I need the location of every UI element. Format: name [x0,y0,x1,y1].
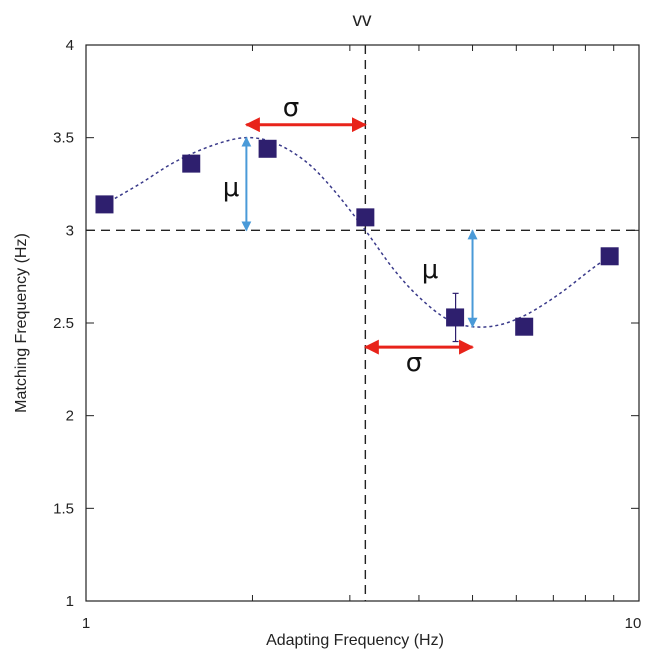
y-tick-label: 1 [66,593,74,610]
sigma-label-bottom: σ [406,348,422,378]
x-axis-title: Adapting Frequency (Hz) [266,632,444,649]
y-tick-label: 2.5 [53,315,74,332]
y-tick-label: 2 [66,408,74,425]
plot-frame [85,44,640,602]
y-tick-label: 4 [66,37,74,54]
y-tick-label: 1.5 [53,500,74,517]
y-tick-label: 3.5 [53,130,74,147]
fit-curve [104,136,611,328]
mu-label-left: μ [223,173,240,203]
y-tick-label: 3 [66,222,74,239]
data-point [258,139,277,158]
mu-label-right: μ [422,255,439,285]
data-point [356,208,375,227]
data-point [182,154,201,173]
data-points [95,139,619,343]
data-point [446,308,465,327]
y-ticks: 1 1.5 2 2.5 3 3.5 4 [53,37,639,610]
sigma-label-top: σ [283,93,299,123]
data-point [515,317,534,336]
y-axis-title: Matching Frequency (Hz) [13,233,30,413]
x-minor-ticks [85,45,640,601]
x-tick-label-10: 10 [625,615,642,632]
x-tick-label-1: 1 [82,615,90,632]
annotation-arrows [241,117,478,355]
chart-title: vv [353,10,373,31]
data-point [600,247,619,266]
data-point [95,195,114,214]
